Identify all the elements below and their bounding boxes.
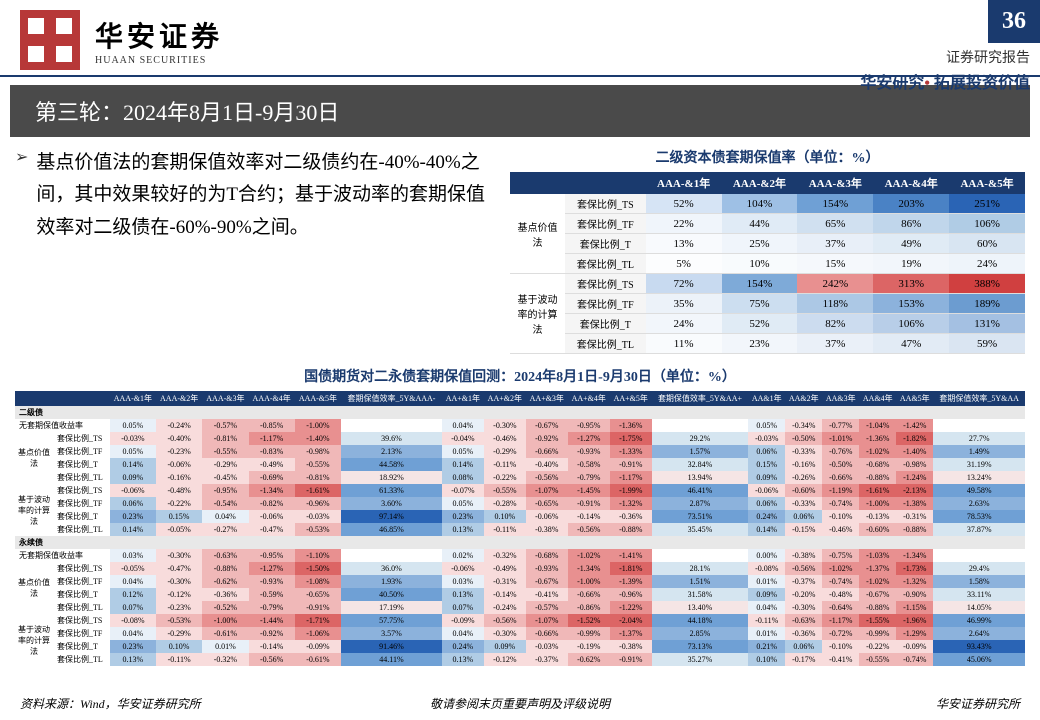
page-number: 36 <box>988 0 1040 43</box>
table2-title: 国债期货对二永债套期保值回测：2024年8月1日-9月30日（单位：%） <box>0 366 1040 386</box>
logo-text-cn: 华安证券 <box>95 15 223 55</box>
footer-org: 华安证券研究所 <box>936 695 1020 712</box>
footer-disclaimer: 敬请参阅末页重要声明及评级说明 <box>430 695 610 712</box>
footer-source: 资料来源：Wind，华安证券研究所 <box>20 695 201 712</box>
footer: 资料来源：Wind，华安证券研究所 敬请参阅末页重要声明及评级说明 华安证券研究… <box>0 695 1040 712</box>
table1-title: 二级资本债套期保值率（单位：%） <box>510 147 1025 167</box>
bullet-point: ➢ 基点价值法的套期保值效率对二级债约在-40%-40%之间，其中效果较好的为T… <box>15 147 495 354</box>
logo-text-en: HUAAN SECURITIES <box>95 55 223 66</box>
tagline: 华安研究• 拓展投资价值 <box>860 69 1030 93</box>
hedge-ratio-table: AAA-&1年AAA-&2年AAA-&3年AAA-&4年AAA-&5年基点价值法… <box>510 172 1025 354</box>
header: 华安证券 HUAAN SECURITIES 36 证券研究报告 华安研究• 拓展… <box>0 0 1040 77</box>
bullet-icon: ➢ <box>15 147 28 354</box>
backtest-table: AAA-&1年AAA-&2年AAA-&3年AAA-&4年AAA-&5年套期保值效… <box>15 391 1025 666</box>
logo-icon <box>20 10 80 70</box>
report-type: 证券研究报告 <box>860 47 1030 67</box>
